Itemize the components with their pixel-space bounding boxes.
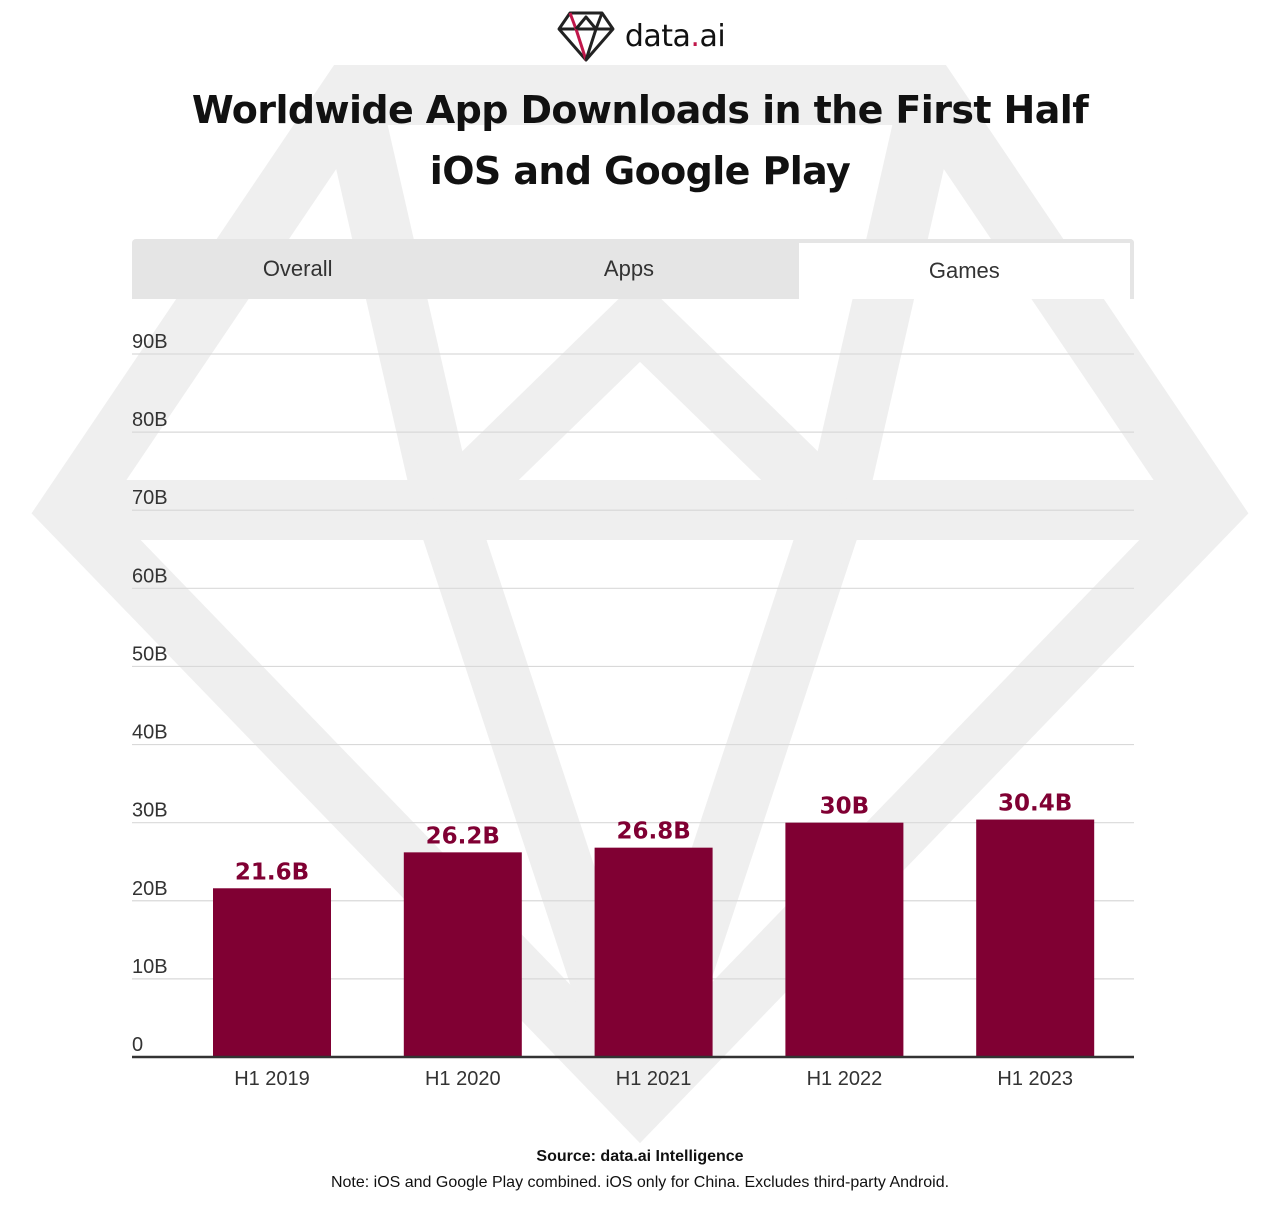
brand-logo: data.ai xyxy=(0,8,1280,69)
note-text: Note: iOS and Google Play combined. iOS … xyxy=(330,1174,950,1191)
tab-games[interactable]: Games xyxy=(794,239,1134,299)
category-tabs: Overall Apps Games xyxy=(132,239,1134,299)
y-tick-label: 30B xyxy=(132,800,168,822)
diamond-logo-icon xyxy=(557,11,615,62)
y-tick-label: 10B xyxy=(132,956,168,978)
bar xyxy=(785,822,904,1057)
chart-title: Worldwide App Downloads in the First Hal… xyxy=(0,80,1280,202)
x-tick-label: H1 2021 xyxy=(616,1068,692,1090)
y-tick-label: 0 xyxy=(132,1034,143,1056)
bar xyxy=(594,847,713,1057)
data-label: 26.8B xyxy=(616,819,690,845)
data-label: 26.2B xyxy=(426,823,500,849)
x-tick-label: H1 2022 xyxy=(807,1068,883,1090)
bar xyxy=(403,852,522,1057)
bar xyxy=(976,819,1095,1057)
brand-name: data.ai xyxy=(624,18,726,54)
y-tick-label: 70B xyxy=(132,487,168,509)
title-line-1: Worldwide App Downloads in the First Hal… xyxy=(191,88,1089,132)
y-tick-label: 20B xyxy=(132,878,168,900)
tab-apps[interactable]: Apps xyxy=(463,239,795,299)
y-tick-label: 90B xyxy=(132,331,168,353)
x-tick-label: H1 2020 xyxy=(425,1068,501,1090)
x-tick-label: H1 2023 xyxy=(997,1068,1073,1090)
y-tick-label: 50B xyxy=(132,643,168,665)
data-label: 30B xyxy=(820,794,870,820)
y-tick-label: 80B xyxy=(132,409,168,431)
tab-overall[interactable]: Overall xyxy=(132,239,464,299)
x-tick-label: H1 2019 xyxy=(234,1068,310,1090)
footer: Source: data.ai Intelligence Note: iOS a… xyxy=(0,1145,1280,1197)
source-text: Source: data.ai Intelligence xyxy=(536,1148,744,1165)
bar xyxy=(213,888,331,1057)
y-tick-label: 60B xyxy=(132,565,168,587)
title-line-2: iOS and Google Play xyxy=(429,149,851,193)
y-tick-label: 40B xyxy=(132,722,168,744)
data-label: 30.4B xyxy=(998,791,1072,817)
data-label: 21.6B xyxy=(235,859,309,885)
